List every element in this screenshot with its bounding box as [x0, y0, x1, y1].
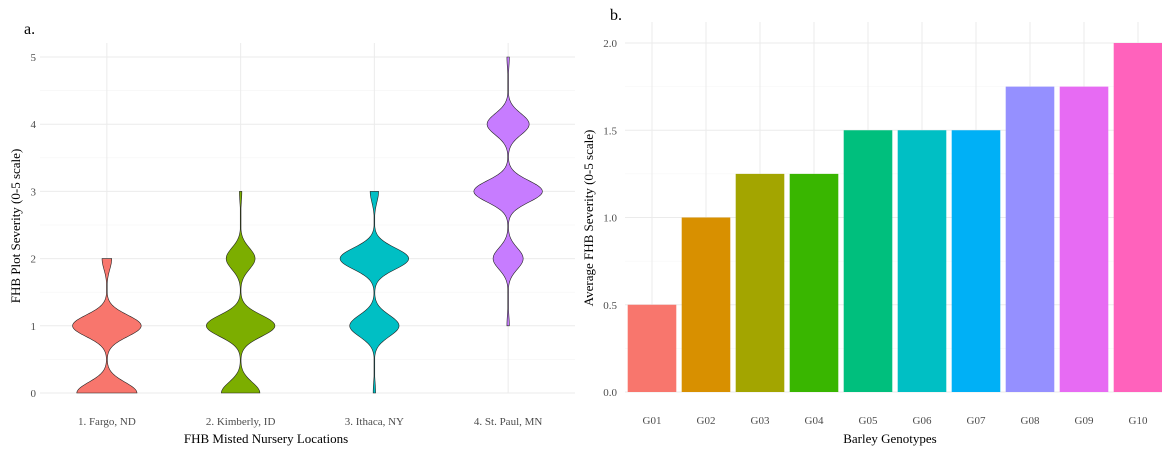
y-tick-label: 2.0 — [603, 38, 617, 50]
violin-3 — [339, 191, 409, 394]
x-tick-label: G09 — [1075, 415, 1094, 427]
x-tick-label: G05 — [859, 415, 878, 427]
panel-b-x-tick-labels: G01 G02 G03 G04 G05 G06 G07 G08 G09 G10 — [643, 415, 1148, 427]
violin-1 — [72, 258, 142, 394]
bar-G06 — [897, 130, 947, 392]
panel-a-x-tick-labels: 1. Fargo, ND 2. Kimberly, ID 3. Ithaca, NY… — [78, 416, 542, 428]
x-tick-label: G01 — [643, 415, 662, 427]
bar-G03 — [735, 173, 785, 392]
y-tick-label: 2 — [31, 254, 37, 266]
panel-a-y-tick-labels: 0 1 2 3 4 5 — [31, 52, 37, 400]
x-tick-label: G10 — [1129, 415, 1148, 427]
panel-b-label: b. — [610, 7, 622, 24]
bar-G01 — [627, 304, 677, 392]
x-tick-label: G08 — [1021, 415, 1040, 427]
x-tick-label: G07 — [967, 415, 986, 427]
x-tick-label: G02 — [697, 415, 716, 427]
x-tick-label: G03 — [751, 415, 770, 427]
y-tick-label: 4 — [31, 119, 37, 131]
panel-b-bars — [627, 43, 1162, 392]
bar-G08 — [1005, 86, 1055, 392]
bar-G02 — [681, 217, 731, 392]
y-tick-label: 1.0 — [603, 213, 617, 225]
y-tick-label: 0.0 — [603, 387, 617, 399]
x-tick-label: G04 — [805, 415, 824, 427]
violin-4 — [473, 56, 543, 327]
x-tick-label: 4. St. Paul, MN — [474, 416, 543, 428]
panel-b-x-axis-title: Barley Genotypes — [843, 431, 937, 446]
x-tick-label: 2. Kimberly, ID — [206, 416, 276, 428]
bar-G07 — [951, 130, 1001, 392]
x-tick-label: G06 — [913, 415, 932, 427]
panel-a-label: a. — [24, 21, 35, 38]
bar-G05 — [843, 130, 893, 392]
y-tick-label: 3 — [31, 186, 37, 198]
violin-2 — [206, 191, 276, 394]
panel-a-violins — [72, 56, 543, 394]
y-tick-label: 1 — [31, 321, 37, 333]
y-tick-label: 0 — [31, 388, 37, 400]
panel-b-y-tick-labels: 0.0 0.5 1.0 1.5 2.0 — [603, 38, 617, 399]
panel-b-bar-chart: b. 0.0 0.5 1.0 1.5 2.0 G01 G02 G03 G04 G05 G06 G07… — [581, 7, 1162, 446]
panel-b-y-axis-title: Average FHB Severity (0-5 scale) — [581, 130, 596, 307]
x-tick-label: 1. Fargo, ND — [78, 416, 136, 428]
bar-G09 — [1059, 86, 1109, 392]
y-tick-label: 5 — [31, 52, 37, 64]
bar-G04 — [789, 173, 839, 392]
panel-a-y-axis-title: FHB Plot Severity (0-5 scale) — [8, 149, 23, 304]
x-tick-label: 3. Ithaca, NY — [345, 416, 404, 428]
y-tick-label: 1.5 — [603, 125, 617, 137]
panel-a-violin-chart: a. 0 1 2 3 4 5 1. Fargo, ND 2. Kimberly, ID 3. … — [8, 21, 575, 446]
bar-G10 — [1113, 43, 1162, 392]
y-tick-label: 0.5 — [603, 300, 617, 312]
panel-a-x-axis-title: FHB Misted Nursery Locations — [184, 431, 348, 446]
